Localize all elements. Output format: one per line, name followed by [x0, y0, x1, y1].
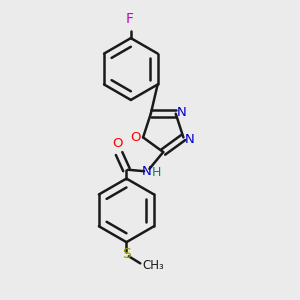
Text: CH₃: CH₃ [142, 259, 164, 272]
Text: S: S [122, 247, 131, 261]
Text: F: F [125, 12, 134, 26]
Text: H: H [152, 166, 161, 179]
Text: N: N [185, 133, 195, 146]
Text: O: O [112, 137, 123, 150]
Text: O: O [130, 131, 141, 144]
Text: N: N [177, 106, 187, 119]
Text: N: N [142, 165, 152, 178]
